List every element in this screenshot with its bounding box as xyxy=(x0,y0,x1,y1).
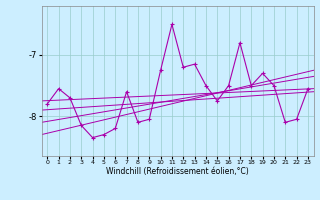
X-axis label: Windchill (Refroidissement éolien,°C): Windchill (Refroidissement éolien,°C) xyxy=(106,167,249,176)
